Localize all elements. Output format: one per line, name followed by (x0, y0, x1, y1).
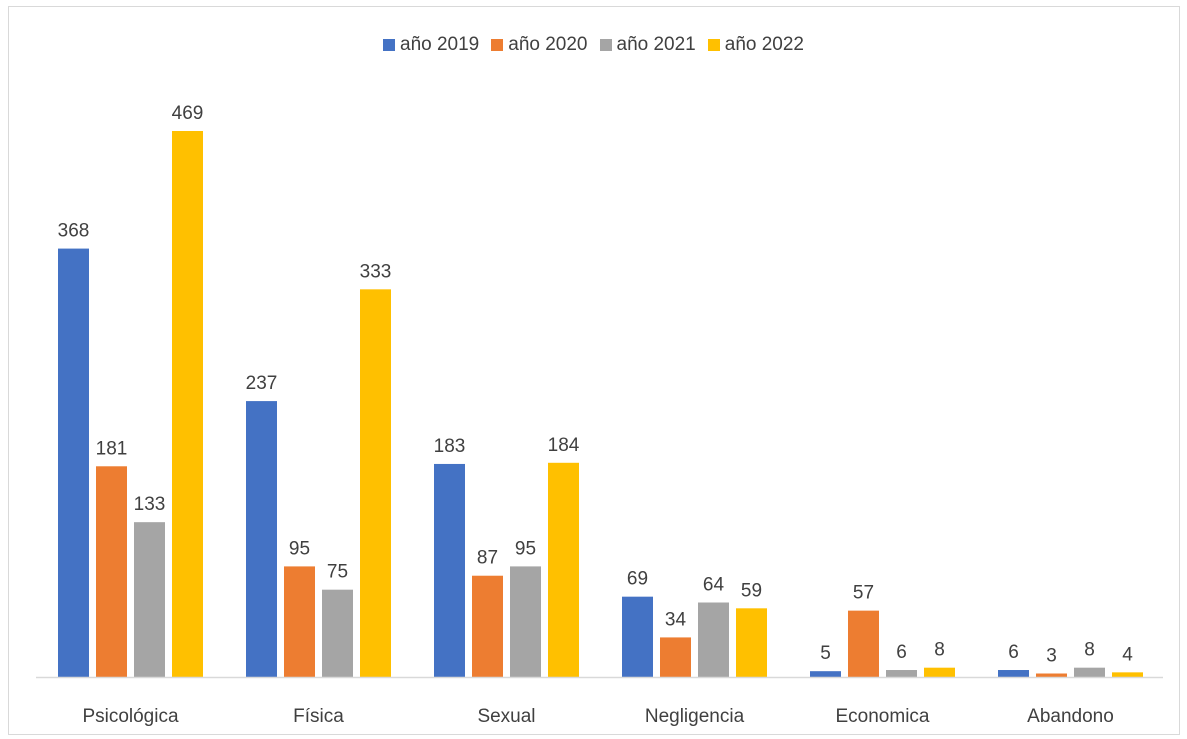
bar-sexual-año-2021 (510, 566, 541, 677)
data-label: 368 (58, 221, 90, 242)
bar-abandono-año-2020 (1036, 673, 1067, 677)
category-label: Psicológica (82, 706, 179, 727)
data-label: 184 (548, 435, 580, 456)
bar-economica-año-2021 (886, 670, 917, 677)
legend-item-2020: año 2020 (491, 34, 588, 56)
bar-negligencia-año-2019 (622, 596, 653, 677)
legend-swatch-2020 (491, 39, 504, 51)
bar-psicológica-año-2021 (134, 522, 165, 677)
bar-abandono-año-2021 (1074, 667, 1105, 677)
bar-economica-año-2022 (924, 667, 955, 677)
legend-swatch-2022 (707, 39, 720, 51)
bar-psicológica-año-2022 (172, 131, 203, 677)
data-label: 237 (246, 373, 278, 394)
data-label: 8 (934, 640, 945, 661)
bar-física-año-2021 (322, 589, 353, 677)
legend-item-2021: año 2021 (599, 34, 696, 56)
data-label: 87 (477, 548, 498, 569)
bar-economica-año-2019 (810, 671, 841, 677)
data-label: 69 (627, 569, 648, 590)
bar-sexual-año-2022 (548, 462, 579, 677)
data-label: 6 (896, 642, 907, 663)
data-label: 34 (665, 609, 687, 630)
data-label: 133 (134, 494, 166, 515)
chart-legend: año 2019 año 2020 año 2021 año 2022 (0, 34, 1187, 56)
bar-negligencia-año-2021 (698, 602, 729, 677)
bar-física-año-2022 (360, 289, 391, 677)
data-label: 59 (741, 580, 762, 601)
category-label: Física (293, 706, 344, 727)
bar-economica-año-2020 (848, 610, 879, 677)
data-label: 3 (1046, 646, 1057, 667)
data-label: 57 (853, 583, 874, 604)
bar-sexual-año-2019 (434, 463, 465, 677)
category-label: Negligencia (645, 706, 745, 727)
data-label: 4 (1122, 644, 1133, 665)
legend-item-2022: año 2022 (707, 34, 804, 56)
data-label: 6 (1008, 642, 1019, 663)
data-label: 95 (289, 538, 310, 559)
legend-swatch-2021 (599, 39, 612, 51)
legend-label-2019: año 2019 (400, 34, 480, 55)
legend-label-2021: año 2021 (616, 34, 696, 55)
data-label: 95 (515, 538, 536, 559)
legend-item-2019: año 2019 (383, 34, 479, 56)
legend-label-2022: año 2022 (724, 34, 804, 55)
bar-física-año-2019 (246, 401, 277, 677)
bar-negligencia-año-2022 (736, 608, 767, 677)
data-label: 64 (703, 574, 725, 595)
data-label: 5 (820, 643, 831, 664)
bar-abandono-año-2019 (998, 670, 1029, 677)
category-label: Economica (836, 706, 930, 727)
legend-label-2020: año 2020 (508, 34, 588, 55)
legend-swatch-2019 (383, 39, 395, 51)
category-label: Sexual (477, 706, 535, 727)
bar-sexual-año-2020 (472, 575, 503, 677)
chart-frame (8, 6, 1180, 735)
data-label: 183 (434, 436, 466, 457)
bar-negligencia-año-2020 (660, 637, 691, 677)
category-label: Abandono (1027, 706, 1114, 727)
bar-psicológica-año-2020 (96, 466, 127, 677)
bar-abandono-año-2022 (1112, 672, 1143, 677)
data-label: 333 (360, 261, 392, 282)
data-label: 181 (96, 438, 128, 459)
bar-física-año-2020 (284, 566, 315, 677)
data-label: 8 (1084, 640, 1095, 661)
bar-psicológica-año-2019 (58, 248, 89, 677)
data-label: 469 (172, 103, 204, 124)
data-label: 75 (327, 562, 348, 583)
